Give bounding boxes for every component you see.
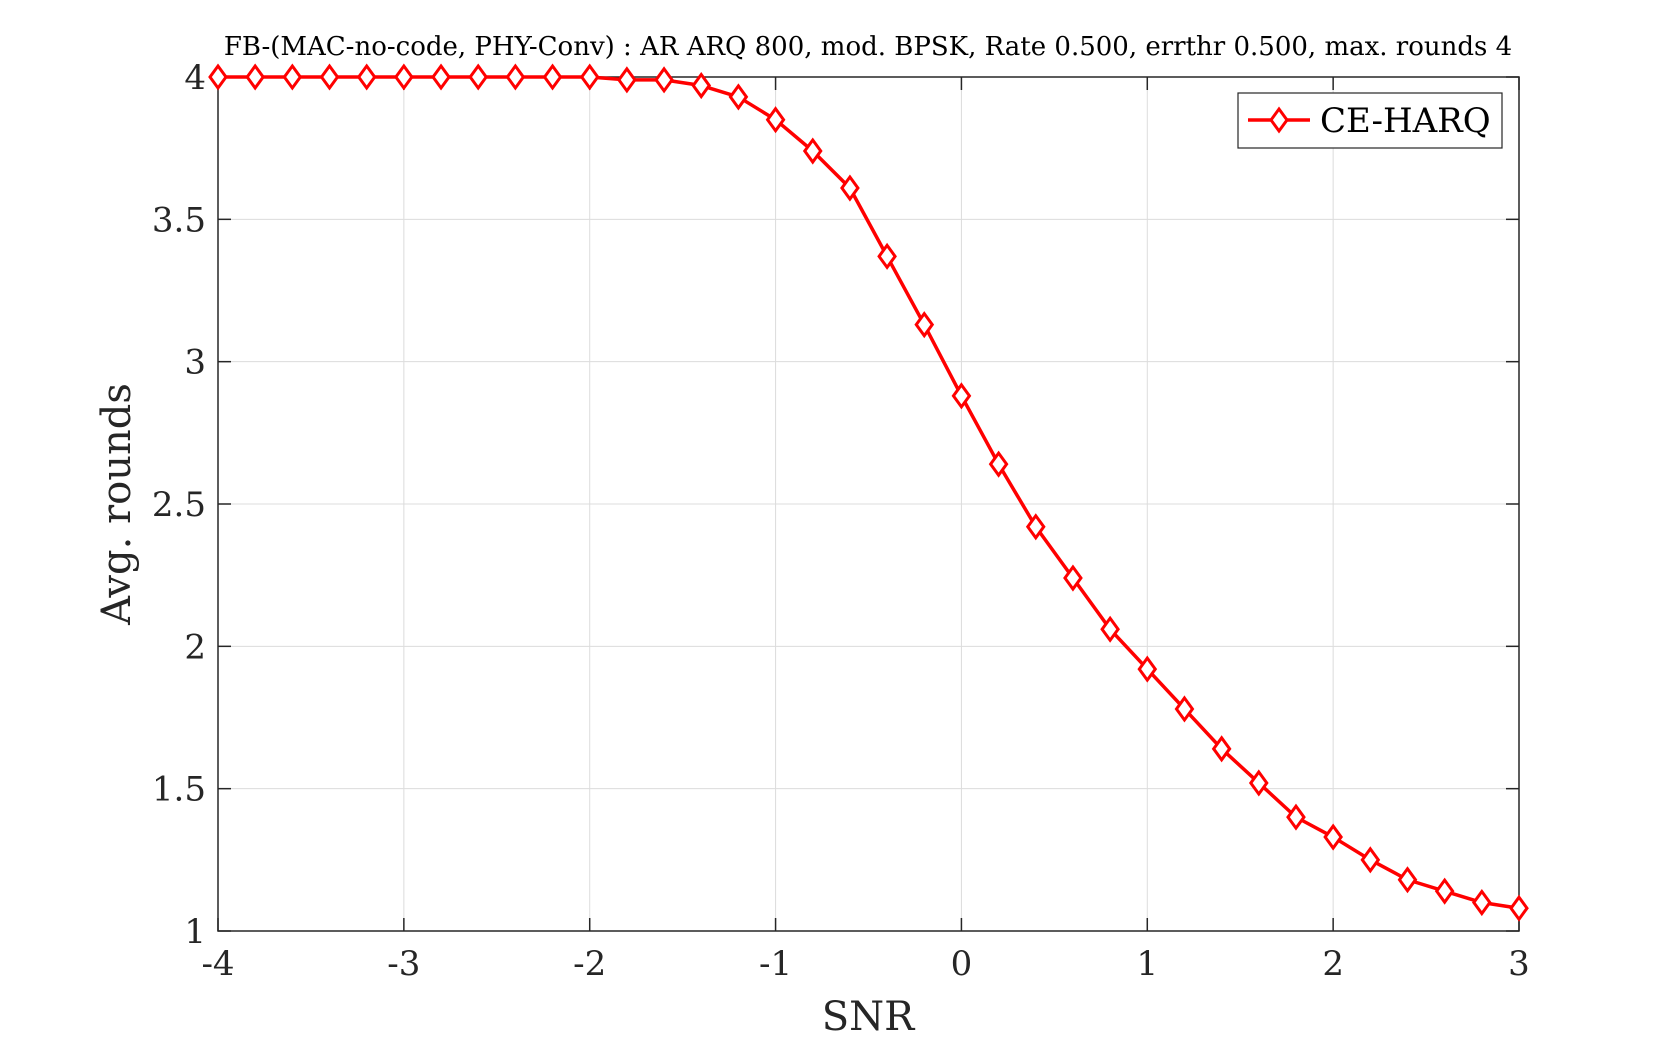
y-tick-label: 1.5 — [152, 770, 206, 810]
x-tick-label: -3 — [387, 944, 420, 984]
data-point-marker — [914, 311, 935, 339]
x-tick-label: -2 — [573, 944, 606, 984]
data-point-marker — [1471, 888, 1492, 917]
data-point-marker — [988, 450, 1009, 478]
y-tick-label: 1 — [184, 912, 206, 952]
x-tick-label: 2 — [1322, 944, 1344, 984]
data-point-marker — [1360, 846, 1381, 874]
data-point-marker — [579, 63, 600, 91]
y-tick-label: 3.5 — [152, 200, 206, 240]
data-point-marker — [468, 63, 489, 91]
data-point-marker — [1286, 803, 1306, 831]
x-tick-label: -4 — [201, 944, 234, 984]
data-point-marker — [765, 106, 786, 134]
y-tick-label: 2 — [184, 627, 206, 667]
data-point-marker — [319, 63, 340, 91]
data-point-marker — [208, 63, 228, 91]
data-point-marker — [1323, 823, 1343, 851]
data-point-marker — [1025, 513, 1046, 541]
y-tick-label: 2.5 — [152, 485, 206, 525]
data-point-marker — [840, 174, 860, 202]
data-point-marker — [1137, 655, 1158, 683]
data-point-marker — [1434, 877, 1455, 905]
y-tick-labels: 1 1.5 2 2.5 3 3.5 4 — [152, 58, 206, 952]
data-point-marker — [282, 63, 303, 91]
y-tick-label: 3 — [184, 343, 206, 383]
legend: CE-HARQ — [1237, 92, 1503, 149]
data-point-marker — [431, 63, 451, 91]
data-point-marker — [691, 71, 712, 100]
y-tick-label: 4 — [184, 58, 206, 98]
x-tick-label: -1 — [759, 944, 792, 984]
legend-label: CE-HARQ — [1320, 101, 1491, 141]
series-layer — [208, 63, 1529, 922]
data-point-marker — [505, 63, 526, 91]
x-tick-label: 0 — [951, 944, 973, 984]
x-tick-label: 1 — [1136, 944, 1158, 984]
data-point-marker — [394, 63, 414, 91]
data-point-marker — [1509, 894, 1529, 922]
data-point-marker — [617, 66, 637, 94]
data-point-marker — [1211, 735, 1232, 763]
x-tick-label: 3 — [1508, 944, 1530, 984]
data-point-marker — [542, 63, 563, 91]
chart-title: FB-(MAC-no-code, PHY-Conv) : AR ARQ 800,… — [224, 32, 1512, 62]
data-point-marker — [1248, 769, 1269, 797]
data-point-marker — [1100, 615, 1120, 643]
x-axis-label: SNR — [822, 994, 916, 1040]
data-point-marker — [951, 382, 972, 410]
data-point-marker — [1174, 695, 1195, 723]
legend-marker-diamond — [1269, 106, 1289, 134]
data-point-marker — [877, 242, 897, 270]
data-point-marker — [356, 63, 377, 91]
y-axis-label: Avg. rounds — [94, 383, 140, 626]
data-point-marker — [245, 63, 266, 91]
data-point-marker — [1397, 866, 1418, 894]
data-point-marker — [1063, 564, 1083, 592]
axes-frame — [217, 76, 1520, 932]
data-point-marker — [654, 66, 674, 94]
x-tick-labels: -4 -3 -2 -1 0 1 2 3 — [201, 944, 1529, 984]
data-point-marker — [802, 137, 823, 165]
data-point-marker — [728, 83, 749, 111]
